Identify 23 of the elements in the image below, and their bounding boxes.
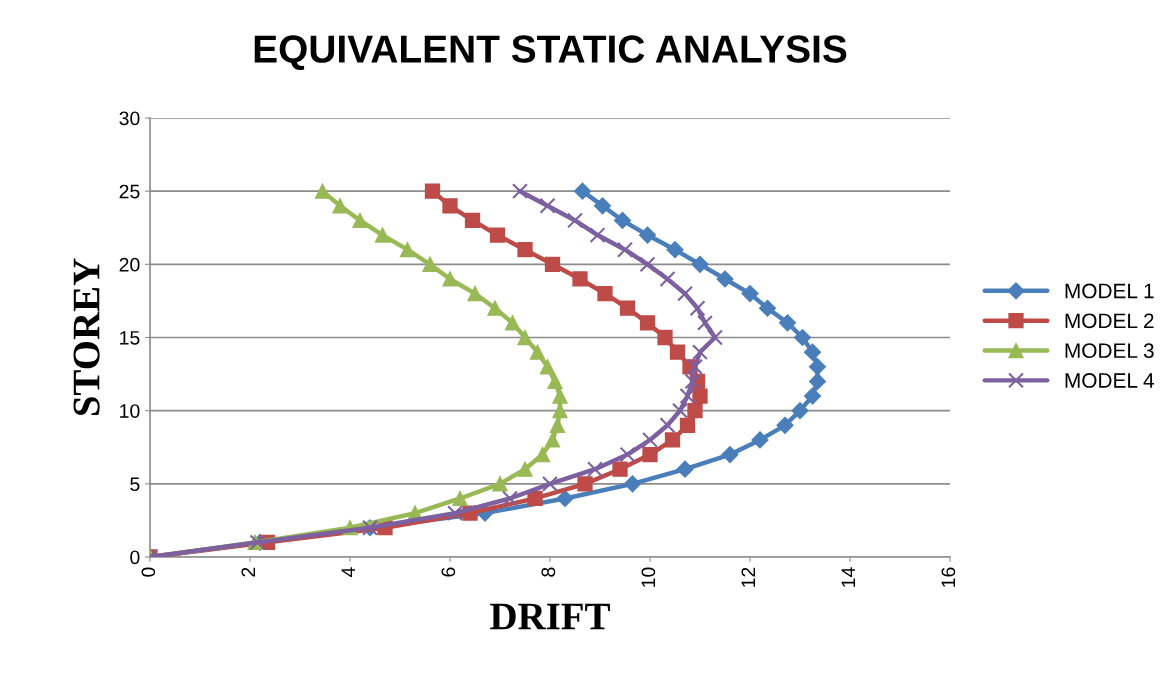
legend-label: MODEL 1 <box>1065 283 1154 299</box>
y-tick-label: 20 <box>119 257 140 272</box>
chart-title: EQUIVALENT STATIC ANALYSIS <box>254 35 847 71</box>
legend-label: MODEL 2 <box>1065 313 1154 329</box>
x-tick-label: 2 <box>241 567 256 577</box>
y-tick-label: 25 <box>119 184 140 199</box>
legend-label: MODEL 4 <box>1065 373 1154 388</box>
y-tick-label: 0 <box>130 550 140 565</box>
y-tick-label: 15 <box>120 331 140 345</box>
x-tick-label: 0 <box>141 567 156 577</box>
x-tick-label: 8 <box>541 567 556 577</box>
legend-label: MODEL 3 <box>1065 343 1154 359</box>
y-tick-label: 5 <box>130 477 140 492</box>
x-tick-label: 12 <box>741 567 756 587</box>
x-tick-label: 14 <box>841 567 856 587</box>
x-tick-label: 4 <box>341 567 356 578</box>
x-tick-label: 16 <box>941 567 956 587</box>
y-tick-label: 30 <box>119 111 140 126</box>
x-tick-label: 6 <box>441 567 456 577</box>
x-axis-title: DRIFT <box>490 603 610 630</box>
y-axis-title: STOREY <box>73 258 100 416</box>
x-tick-label: 10 <box>641 567 656 587</box>
y-tick-label: 10 <box>120 404 140 418</box>
